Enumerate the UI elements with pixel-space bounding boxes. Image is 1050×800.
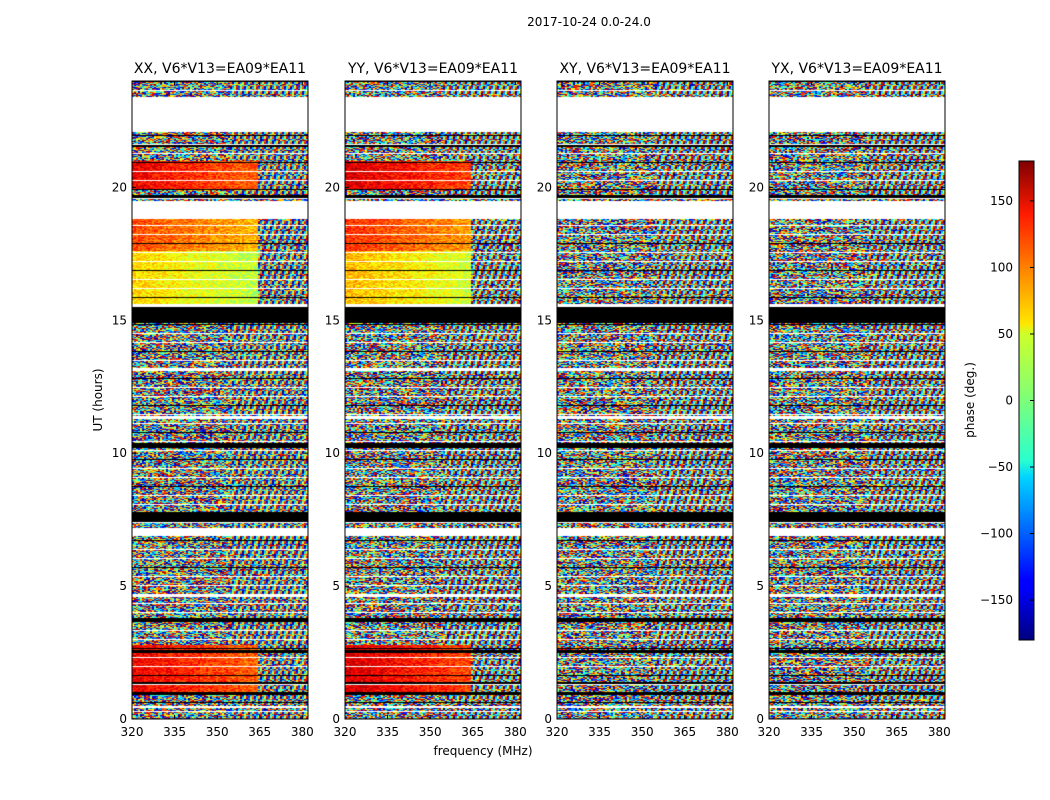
y-tick-label: 15 (749, 313, 764, 327)
panel-yx: YX, V6*V13=EA09*EA11 320 335 350 365 380 0 5 10 1… (749, 61, 951, 739)
colorbar-tick-label: −150 (980, 593, 1013, 607)
y-tick-label: 5 (544, 579, 552, 593)
x-tick-label: 365 (461, 725, 484, 739)
figure-title: 2017-10-24 0.0-24.0 (527, 15, 651, 29)
y-tick-label: 0 (544, 712, 552, 726)
panels-group: XX, V6*V13=EA09*EA11 320 335 350 365 380 0 5 10 1… (112, 61, 951, 739)
y-tick-label: 0 (332, 712, 340, 726)
heatmap-yx (769, 81, 945, 719)
panel-xy: XY, V6*V13=EA09*EA11 320 335 350 365 380 0 5 10 1… (537, 61, 739, 739)
y-tick-label: 10 (749, 446, 764, 460)
panel-title-xy: XY, V6*V13=EA09*EA11 (559, 61, 730, 77)
colorbar-tick-label: 0 (1005, 394, 1013, 408)
x-tick-label: 320 (121, 725, 144, 739)
x-tick-label: 335 (588, 725, 611, 739)
y-tick-label: 15 (112, 313, 127, 327)
axes-frame-xx (131, 80, 309, 720)
colorbar-tick-label: 100 (990, 260, 1013, 274)
colorbar-tick-label: 150 (990, 194, 1013, 208)
colorbar: 150 100 50 0 −50 −100 −150 phase (deg.) (963, 160, 1035, 641)
x-tick-label: 380 (504, 725, 527, 739)
y-tick-label: 5 (332, 579, 340, 593)
x-tick-label: 380 (928, 725, 951, 739)
axes-frame-yx (768, 80, 946, 720)
y-tick-label: 20 (325, 180, 340, 194)
colorbar-tick-label: 50 (998, 327, 1013, 341)
y-tick-label: 10 (537, 446, 552, 460)
colorbar-tick-label: −100 (980, 527, 1013, 541)
heatmap-yy (345, 81, 521, 719)
x-tick-label: 365 (885, 725, 908, 739)
x-tick-label: 335 (163, 725, 186, 739)
y-tick-label: 20 (112, 180, 127, 194)
panel-xx: XX, V6*V13=EA09*EA11 320 335 350 365 380 0 5 10 1… (112, 61, 314, 739)
heatmap-xx (132, 81, 308, 719)
panel-yy: YY, V6*V13=EA09*EA11 320 335 350 365 380 0 5 10 1… (325, 61, 527, 739)
y-tick-label: 5 (756, 579, 764, 593)
x-tick-label: 335 (800, 725, 823, 739)
y-tick-label: 15 (325, 313, 340, 327)
y-tick-label: 10 (325, 446, 340, 460)
colorbar-ticks: 150 100 50 0 −50 −100 −150 (980, 194, 1034, 607)
y-tick-label: 5 (119, 579, 127, 593)
y-tick-label: 20 (749, 180, 764, 194)
x-tick-label: 335 (376, 725, 399, 739)
x-tick-label: 350 (631, 725, 654, 739)
y-axis-label: UT (hours) (91, 368, 105, 431)
x-tick-label: 320 (334, 725, 357, 739)
x-tick-label: 380 (716, 725, 739, 739)
colorbar-label: phase (deg.) (963, 362, 977, 438)
panel-title-yy: YY, V6*V13=EA09*EA11 (347, 61, 518, 77)
y-tick-label: 10 (112, 446, 127, 460)
x-tick-label: 320 (546, 725, 569, 739)
x-axis-label: frequency (MHz) (433, 744, 532, 758)
axes-frame-yy (344, 80, 522, 720)
axes-frame-xy (556, 80, 734, 720)
panel-title-yx: YX, V6*V13=EA09*EA11 (770, 61, 942, 77)
colorbar-tick-label: −50 (988, 460, 1013, 474)
heatmap-xy (557, 81, 733, 719)
panel-title-xx: XX, V6*V13=EA09*EA11 (134, 61, 306, 77)
y-tick-label: 0 (119, 712, 127, 726)
y-tick-label: 0 (756, 712, 764, 726)
y-tick-label: 20 (537, 180, 552, 194)
x-tick-label: 365 (673, 725, 696, 739)
y-tick-label: 15 (537, 313, 552, 327)
x-tick-label: 350 (843, 725, 866, 739)
x-tick-label: 380 (291, 725, 314, 739)
x-tick-label: 350 (419, 725, 442, 739)
x-tick-label: 320 (758, 725, 781, 739)
x-tick-label: 365 (248, 725, 271, 739)
x-tick-label: 350 (206, 725, 229, 739)
